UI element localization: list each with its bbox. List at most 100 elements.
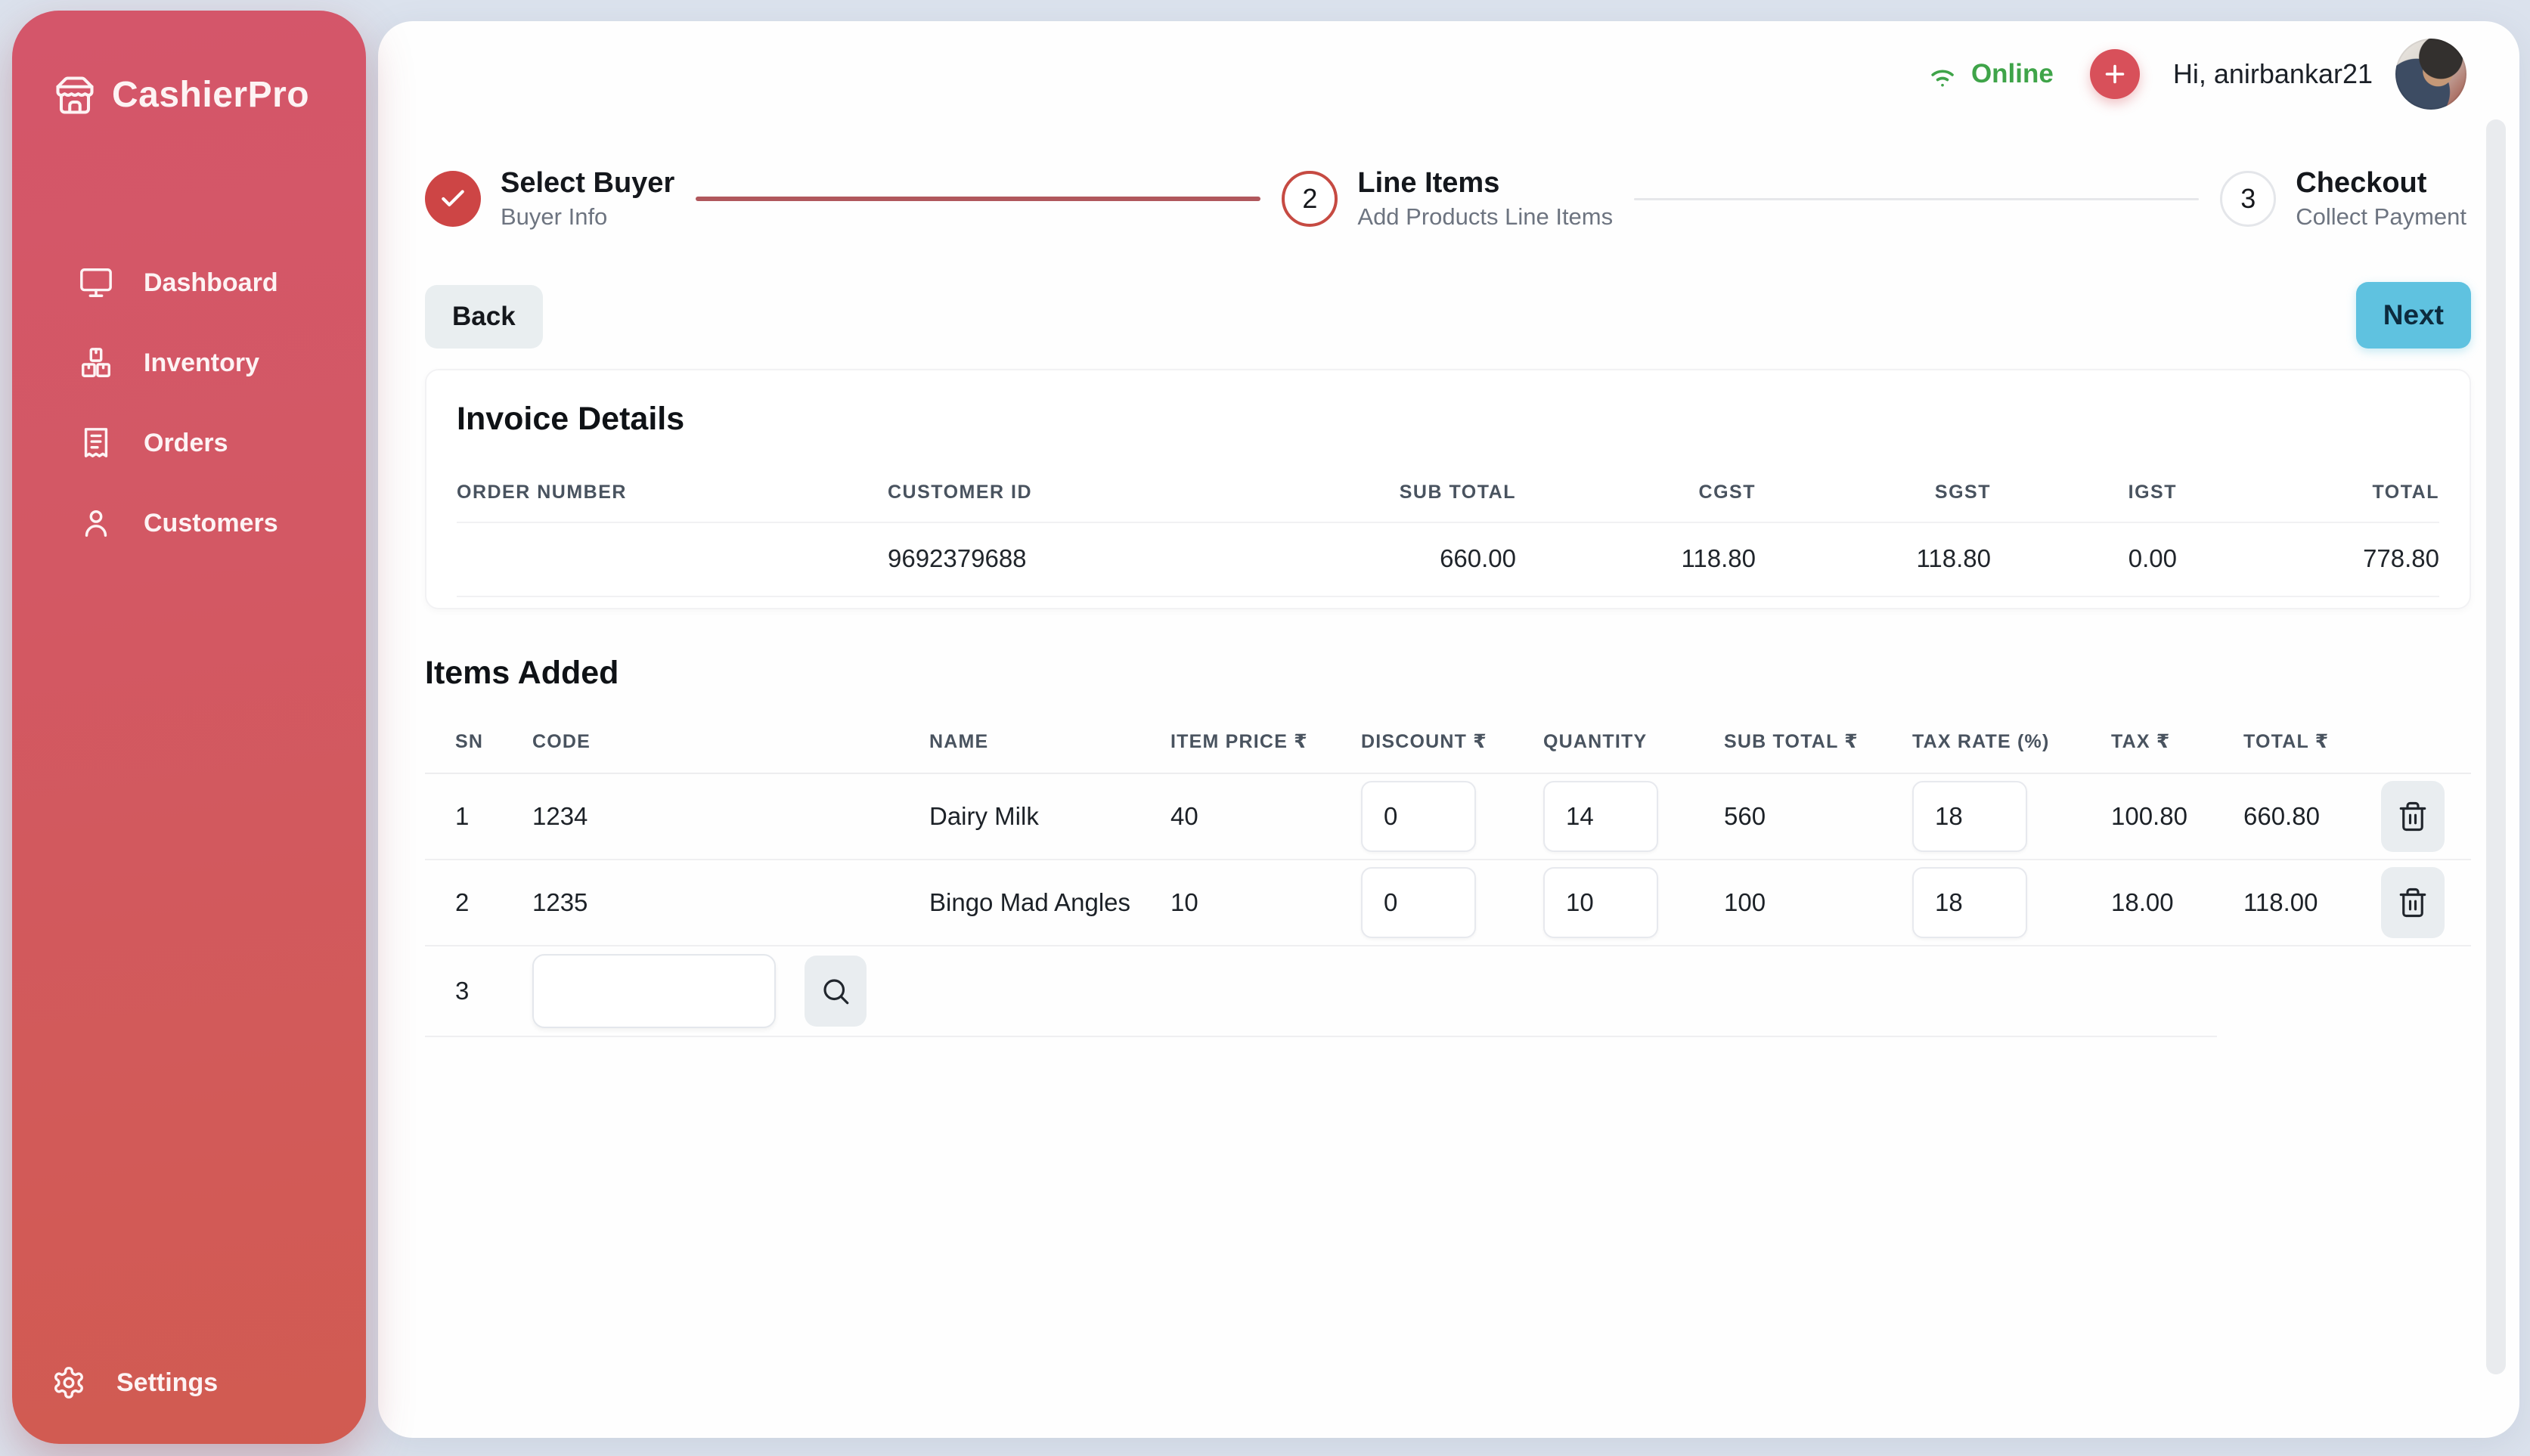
column-header: TOTAL bbox=[2372, 482, 2439, 503]
column-header: SN bbox=[455, 730, 484, 752]
sidebar: CashierPro Dashboard Inventory bbox=[12, 11, 366, 1444]
user-greeting: Hi, anirbankar21 bbox=[2172, 58, 2373, 89]
step-subtitle: Collect Payment bbox=[2296, 203, 2466, 230]
column-header: TAX RATE (%) bbox=[1912, 730, 2050, 752]
receipt-icon bbox=[84, 428, 108, 457]
items-rows: 1 1234 Dairy Milk 40 560 100.80 660.80 2… bbox=[425, 774, 2471, 946]
sub-total-value: 660.00 bbox=[1440, 544, 1516, 572]
sidebar-item-label: Inventory bbox=[144, 348, 260, 377]
step-number: 3 bbox=[2240, 182, 2256, 214]
quantity-input[interactable] bbox=[1543, 867, 1658, 938]
sidebar-item-settings[interactable]: Settings bbox=[12, 1352, 366, 1414]
gear-icon bbox=[54, 1367, 83, 1399]
plus-icon bbox=[2105, 64, 2125, 84]
column-header: ORDER NUMBER bbox=[457, 482, 627, 503]
column-header: TAX ₹ bbox=[2111, 731, 2171, 752]
step-title: Line Items bbox=[1357, 167, 1500, 200]
add-button[interactable] bbox=[2089, 49, 2140, 99]
checkout-stepper: Select Buyer Buyer Info 2 Line Items Add… bbox=[425, 158, 2466, 240]
column-header: SUB TOTAL bbox=[1399, 482, 1516, 503]
item-sn: 2 bbox=[455, 888, 470, 916]
items-added-title: Items Added bbox=[425, 655, 619, 691]
item-price: 10 bbox=[1170, 888, 1198, 916]
app-title: CashierPro bbox=[112, 75, 310, 115]
cgst-value: 118.80 bbox=[1681, 544, 1756, 572]
step-subtitle: Add Products Line Items bbox=[1357, 203, 1614, 230]
step-number: 2 bbox=[1302, 182, 1318, 214]
step-line-items: 2 Line Items Add Products Line Items bbox=[1282, 166, 1613, 232]
discount-input[interactable] bbox=[1361, 781, 1476, 852]
column-header: CUSTOMER ID bbox=[888, 482, 1033, 503]
topbar: Online Hi, anirbankar21 bbox=[1926, 38, 2466, 110]
items-table: SN CODE NAME ITEM PRICE ₹ DISCOUNT ₹ QUA… bbox=[425, 712, 2471, 1037]
back-button[interactable]: Back bbox=[425, 285, 543, 349]
customer-id-value: 9692379688 bbox=[888, 544, 1027, 572]
tax-rate-input[interactable] bbox=[1912, 781, 2027, 852]
column-header: ITEM PRICE ₹ bbox=[1170, 731, 1308, 752]
discount-input[interactable] bbox=[1361, 867, 1476, 938]
next-button[interactable]: Next bbox=[2355, 282, 2471, 349]
app-logo: CashierPro bbox=[12, 11, 366, 116]
boxes-icon bbox=[82, 348, 110, 377]
sidebar-item-label: Customers bbox=[144, 508, 278, 537]
item-name: Bingo Mad Angles bbox=[929, 888, 1131, 916]
trash-icon bbox=[2399, 888, 2426, 918]
column-header: SUB TOTAL ₹ bbox=[1724, 731, 1859, 752]
item-sn: 3 bbox=[455, 977, 470, 1005]
item-code: 1235 bbox=[532, 888, 588, 916]
invoice-table-row: 9692379688 660.00 118.80 118.80 0.00 778… bbox=[457, 523, 2439, 597]
sidebar-item-label: Dashboard bbox=[144, 268, 278, 297]
step-1-indicator[interactable] bbox=[425, 170, 481, 227]
sidebar-item-customers[interactable]: Customers bbox=[39, 492, 339, 554]
column-header: NAME bbox=[929, 730, 989, 752]
total-value: 778.80 bbox=[2363, 544, 2439, 572]
sidebar-item-label: Orders bbox=[144, 428, 228, 457]
item-sn: 1 bbox=[455, 802, 470, 830]
column-header: IGST bbox=[2128, 482, 2177, 503]
sidebar-item-dashboard[interactable]: Dashboard bbox=[39, 252, 339, 314]
column-header: TOTAL ₹ bbox=[2243, 731, 2330, 752]
delete-item-button[interactable] bbox=[2381, 781, 2445, 852]
status-badge: Online bbox=[1970, 59, 2054, 88]
sgst-value: 118.80 bbox=[1916, 544, 1991, 572]
table-divider bbox=[425, 1036, 2217, 1037]
invoice-table-header: ORDER NUMBER CUSTOMER ID SUB TOTAL CGST … bbox=[457, 482, 2439, 523]
search-product-button[interactable] bbox=[805, 956, 867, 1027]
item-total: 118.00 bbox=[2243, 888, 2318, 916]
tax-rate-input[interactable] bbox=[1912, 867, 2027, 938]
column-header: QUANTITY bbox=[1543, 730, 1648, 752]
item-code: 1234 bbox=[532, 802, 588, 830]
column-header: CODE bbox=[532, 730, 591, 752]
items-table-header: SN CODE NAME ITEM PRICE ₹ DISCOUNT ₹ QUA… bbox=[425, 712, 2471, 774]
column-header: CGST bbox=[1698, 482, 1756, 503]
sidebar-item-label: Settings bbox=[116, 1368, 219, 1397]
trash-icon bbox=[2399, 801, 2426, 832]
sidebar-item-inventory[interactable]: Inventory bbox=[39, 332, 339, 394]
step-connector bbox=[1634, 197, 2200, 200]
search-icon bbox=[823, 979, 849, 1005]
add-item-row: 3 bbox=[425, 946, 2471, 1036]
invoice-details-card: Invoice Details ORDER NUMBER CUSTOMER ID… bbox=[425, 369, 2471, 609]
scrollbar[interactable] bbox=[2486, 119, 2506, 1374]
product-code-input[interactable] bbox=[532, 954, 776, 1028]
step-2-indicator[interactable]: 2 bbox=[1282, 170, 1338, 227]
user-avatar[interactable] bbox=[2395, 39, 2466, 110]
step-3-indicator[interactable]: 3 bbox=[2220, 170, 2277, 227]
wifi-icon bbox=[1931, 70, 1954, 87]
sidebar-item-orders[interactable]: Orders bbox=[39, 412, 339, 474]
monitor-icon bbox=[80, 268, 112, 297]
main-panel: Online Hi, anirbankar21 Select Buyer Buy… bbox=[378, 21, 2519, 1438]
step-title: Select Buyer bbox=[501, 167, 675, 200]
item-subtotal: 560 bbox=[1724, 802, 1766, 830]
delete-item-button[interactable] bbox=[2381, 867, 2445, 938]
item-subtotal: 100 bbox=[1724, 888, 1766, 916]
quantity-input[interactable] bbox=[1543, 781, 1658, 852]
item-tax: 100.80 bbox=[2111, 802, 2187, 830]
invoice-details-title: Invoice Details bbox=[457, 401, 685, 437]
item-name: Dairy Milk bbox=[929, 802, 1039, 830]
column-header: DISCOUNT ₹ bbox=[1361, 731, 1487, 752]
igst-value: 0.00 bbox=[2128, 544, 2177, 572]
item-price: 40 bbox=[1170, 802, 1198, 830]
column-header: SGST bbox=[1934, 482, 1991, 503]
